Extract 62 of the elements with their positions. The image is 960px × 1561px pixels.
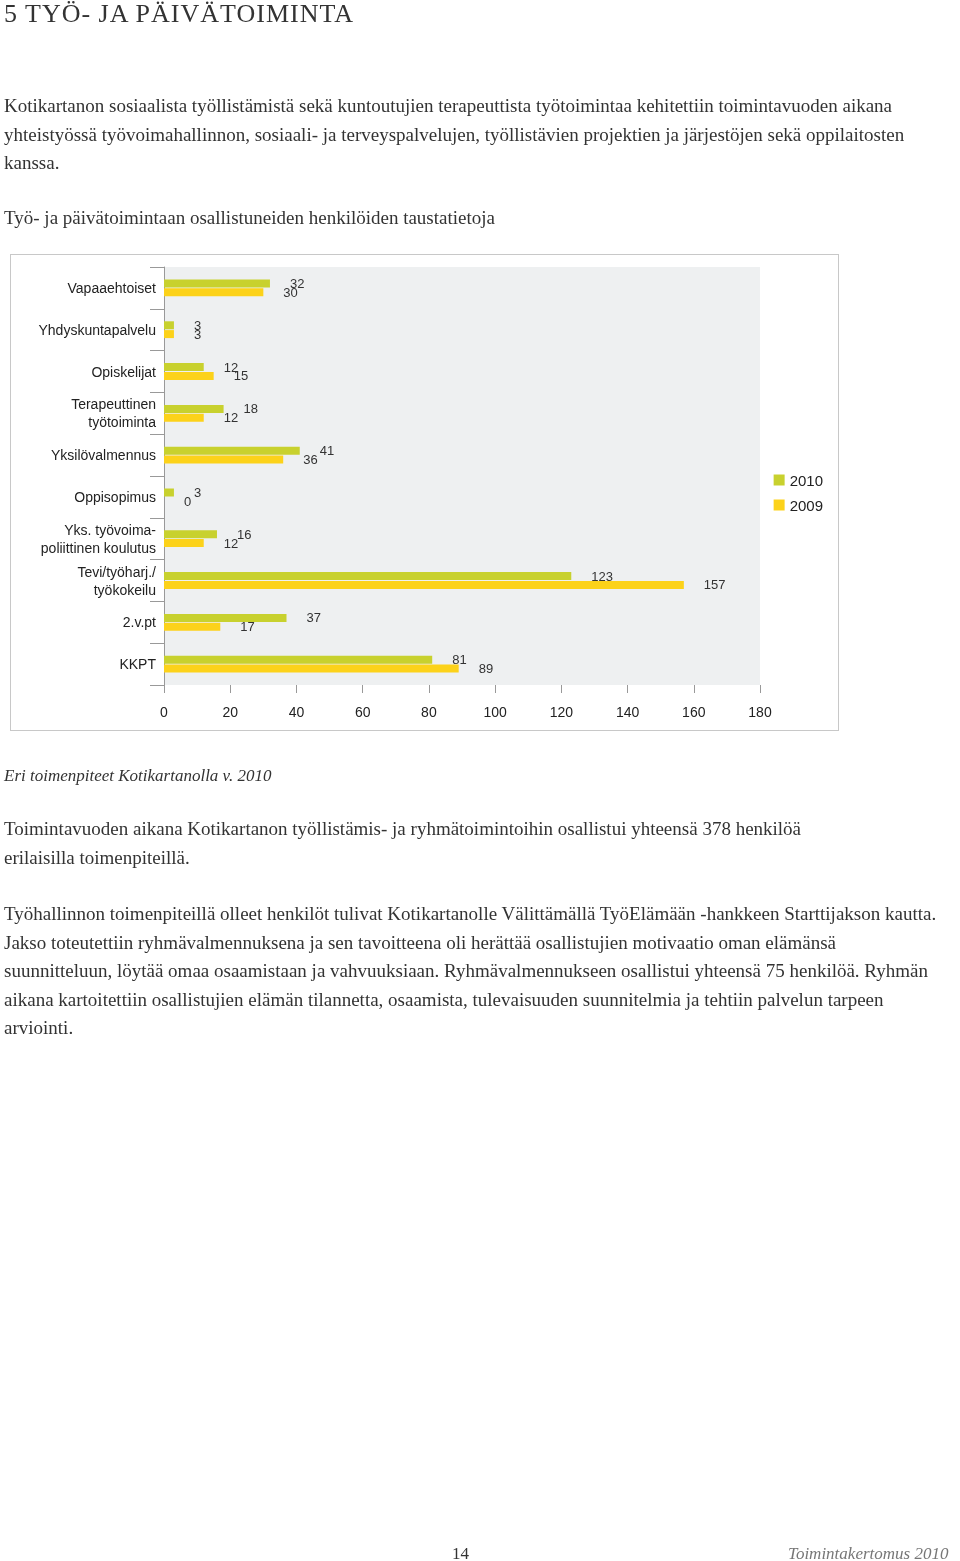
bar bbox=[164, 572, 572, 581]
data-label: 41 bbox=[319, 443, 335, 459]
bar bbox=[164, 455, 284, 464]
bar bbox=[164, 288, 264, 297]
text: 5 TYÖ- JA PÄIVÄTOIMINTA bbox=[4, 0, 355, 29]
chart-title: Työ- ja päivätoimintaan osallistuneiden henkilöiden taustatietoja bbox=[4, 206, 496, 230]
y-tick-label: KKPT bbox=[119, 656, 157, 673]
x-tick-label: 80 bbox=[421, 704, 437, 720]
y-tick-label: Terapeuttinen työtoiminta bbox=[71, 396, 157, 431]
bar bbox=[164, 279, 270, 288]
legend-label: 2010 bbox=[789, 471, 824, 489]
bar bbox=[164, 330, 174, 339]
y-tick-label: Yks. työvoima- poliittinen koulutus bbox=[40, 521, 157, 556]
y-tick-label: Yhdyskuntapalvelu bbox=[38, 321, 156, 338]
bar bbox=[164, 613, 287, 622]
x-tick-label: 180 bbox=[748, 704, 772, 720]
bar bbox=[164, 413, 204, 422]
text: Työhallinnon toimenpiteillä olleet henkilöt tulivat Kotikartanolle Välittämällä TyöElämään -hankkeen Starttijakson kautta. Jakso toteutettiin ryhmävalmennuksena ja sen tavoitteena oli herättää osallistujien motivaatio oman elämänsä suunnitteluun, löytää omaa osaamistaan ja vahvuuksiaan. Ryhmävalmennukseen osallistui yhteensä 75 henkilöä. Ryhmän aikana kartoitettiin osallistujien elämän tilannetta, osaamista, tulevaisuuden suunnitelmia ja tehtiin palvelun tarpeen arviointi. bbox=[4, 902, 938, 1040]
bar bbox=[164, 404, 224, 413]
bar bbox=[164, 321, 174, 330]
text: Toimintavuoden aikana Kotikartanon työllistämis- ja ryhmätoimintoihin osallistui yhteensä 378 henkilöä erilaisilla toimenpiteillä. bbox=[4, 817, 803, 870]
data-label: 12 bbox=[223, 410, 239, 426]
bar bbox=[164, 530, 217, 539]
legend-label: 2009 bbox=[789, 496, 824, 514]
data-label: 89 bbox=[478, 661, 494, 676]
text: Kotikartanon sosiaalista työllistämistä sekä kuntoutujien terapeuttista työtoimintaa kehitettiin toimintavuoden aikana yhteistyössä työvoimahallinnon, sosiaali- ja terveyspalvelujen, työllistävien projektien ja järjestöjen sekä oppilaitosten kanssa. bbox=[4, 94, 906, 175]
bar bbox=[164, 371, 214, 380]
x-tick-label: 20 bbox=[222, 704, 239, 720]
data-label: 0 bbox=[184, 493, 192, 509]
y-tick-label: Oppisopimus bbox=[74, 488, 156, 505]
bar bbox=[164, 363, 204, 372]
text: Toimintakertomus 2010 bbox=[788, 1543, 950, 1561]
x-tick-label: 60 bbox=[354, 704, 371, 720]
x-tick-label: 40 bbox=[288, 704, 305, 720]
data-label: 3 bbox=[193, 485, 202, 500]
bar bbox=[164, 580, 684, 589]
bar bbox=[164, 488, 174, 497]
text: Eri toimenpiteet Kotikartanolla v. 2010 bbox=[4, 765, 273, 787]
bar bbox=[164, 664, 459, 673]
data-label: 37 bbox=[306, 610, 321, 626]
data-label: 36 bbox=[303, 452, 318, 467]
bar bbox=[164, 622, 221, 631]
y-tick-label: Yksilövalmennus bbox=[50, 447, 156, 464]
bar bbox=[164, 655, 433, 664]
y-tick-label: 2.v.pt bbox=[122, 614, 157, 631]
bar bbox=[164, 446, 300, 455]
text: 14 bbox=[452, 1543, 470, 1561]
data-label: 123 bbox=[591, 568, 613, 584]
x-tick-label: 140 bbox=[615, 704, 640, 720]
x-tick-label: 160 bbox=[682, 704, 706, 720]
x-tick-label: 100 bbox=[483, 704, 507, 720]
y-tick-label: Opiskelijat bbox=[91, 363, 157, 380]
x-tick-label: 0 bbox=[160, 704, 169, 720]
y-tick-label: Vapaaehtoiset bbox=[67, 279, 157, 296]
y-tick-label: Tevi/työharj./ työkokeilu bbox=[77, 563, 157, 598]
data-label: 81 bbox=[452, 652, 467, 668]
data-label: 18 bbox=[243, 401, 259, 417]
x-tick-label: 120 bbox=[549, 704, 574, 720]
data-label: 12 bbox=[223, 535, 239, 551]
data-label: 17 bbox=[240, 619, 255, 635]
data-label: 157 bbox=[703, 577, 726, 593]
bar bbox=[164, 539, 204, 548]
